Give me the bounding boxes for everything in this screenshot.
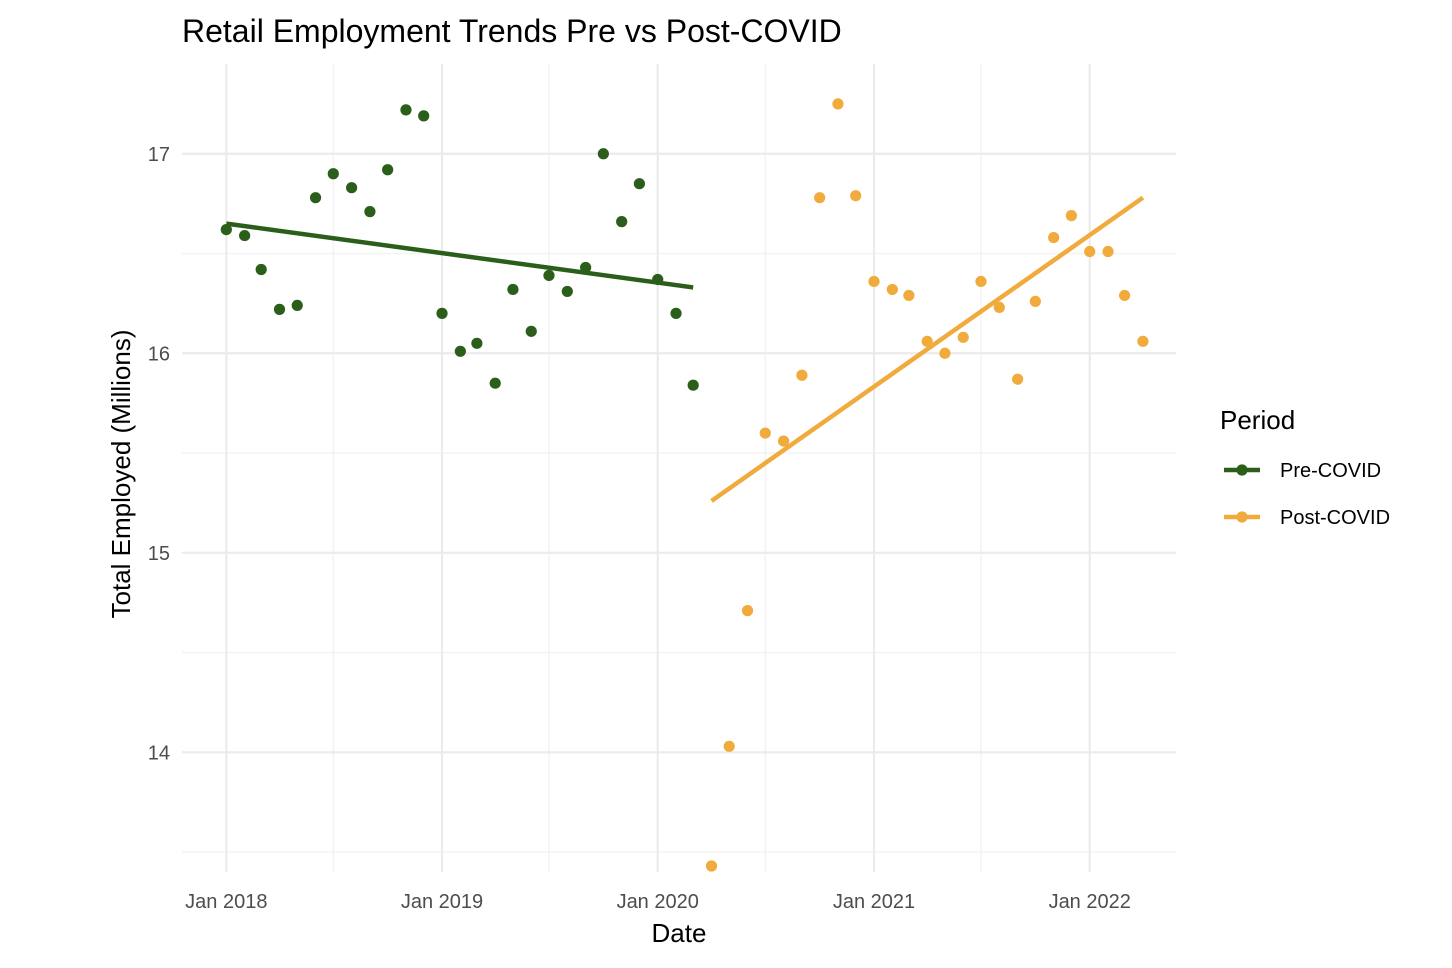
y-axis-ticks: 14 15 16 17 [148,144,170,765]
data-point [616,216,628,228]
legend-label: Post-COVID [1280,507,1390,529]
legend: Period Pre-COVID Post-COVID [1220,405,1390,529]
legend-key-point [1236,464,1248,476]
data-point [471,337,483,349]
y-tick-label: 16 [148,343,170,365]
data-point [454,345,466,357]
data-point [1118,289,1131,302]
data-point [597,148,609,160]
data-point [561,285,573,298]
data-point [778,435,790,447]
data-point [309,192,322,204]
data-point [525,325,537,337]
x-tick-label: Jan 2018 [185,891,267,913]
data-point [759,427,771,439]
y-tick-label: 14 [148,742,170,764]
data-point [633,178,646,190]
series-post-covid [705,98,1149,872]
x-tick-label: Jan 2020 [617,891,699,913]
trend-line [226,221,694,290]
data-point [868,275,880,288]
y-tick-label: 17 [148,144,170,166]
data-point [886,283,898,296]
data-point [957,331,969,343]
data-point [1065,210,1077,222]
x-axis-ticks: Jan 2018 Jan 2019 Jan 2020 Jan 2021 Jan 2022 [185,891,1131,913]
data-point [741,605,754,617]
data-point [670,307,682,319]
x-axis-title: Date [652,918,707,948]
x-tick-label: Jan 2019 [401,891,483,913]
data-point [921,335,933,347]
data-point [832,98,844,110]
data-point [220,223,232,236]
data-point [507,283,519,296]
series-pre-covid [220,104,699,391]
data-point [1012,373,1024,385]
data-point [382,164,394,176]
legend-key-point [1236,511,1248,523]
data-point [723,740,735,752]
data-point [239,229,251,242]
data-point [400,104,412,116]
data-point [939,347,951,359]
data-point [327,168,339,180]
data-point [850,190,862,202]
data-point [273,303,286,315]
y-axis-title: Total Employed (Millions) [106,330,136,619]
data-point [346,182,358,194]
data-point [687,379,699,391]
data-point [705,860,718,872]
x-tick-label: Jan 2021 [833,891,915,913]
data-point [489,377,501,389]
data-point [975,275,987,288]
data-point [418,110,430,122]
y-tick-label: 15 [148,543,170,565]
data-point [291,299,303,312]
data-point [255,263,267,276]
data-point [1048,231,1060,244]
legend-item: Pre-COVID [1224,460,1381,482]
data-point [1102,245,1114,258]
data-point [543,269,555,282]
chart-title: Retail Employment Trends Pre vs Post-COV… [182,13,842,49]
data-point [364,206,376,218]
x-tick-label: Jan 2022 [1049,891,1131,913]
legend-label: Pre-COVID [1280,460,1381,482]
data-point [436,307,448,319]
data-point [1084,245,1096,258]
trend-line [710,195,1145,503]
data-point [1029,295,1041,308]
legend-title: Period [1220,405,1295,435]
series-layer [220,98,1149,872]
legend-items: Pre-COVID Post-COVID [1224,460,1390,529]
grid [182,64,1176,872]
data-point [903,289,915,302]
data-point [796,369,808,381]
data-point [814,192,826,204]
legend-item: Post-COVID [1224,507,1390,529]
data-point [993,301,1005,313]
data-point [1137,335,1149,347]
